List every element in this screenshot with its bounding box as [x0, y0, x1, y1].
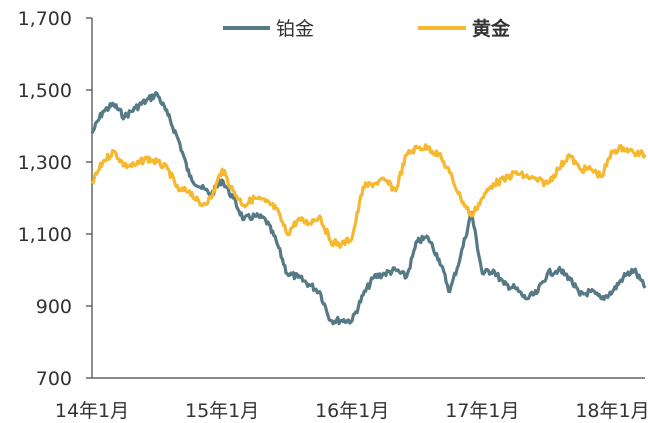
legend: 铂金 黄金: [223, 17, 511, 40]
x-tick-label: 16年1月: [315, 400, 389, 422]
gold-line: [91, 143, 647, 249]
y-tick-label: 1,500: [18, 80, 72, 102]
legend-label-platinum: 铂金: [276, 18, 314, 40]
y-tick-label: 900: [36, 296, 72, 318]
platinum-line: [90, 91, 647, 326]
x-tick-label: 18年1月: [575, 400, 648, 422]
y-tick-label: 1,300: [18, 152, 72, 174]
series-layer: [90, 91, 647, 326]
x-axis: 14年1月 15年1月 16年1月 17年1月 18年1月: [55, 377, 648, 422]
y-tick-label: 1,100: [18, 224, 72, 246]
x-tick-label: 14年1月: [55, 400, 129, 422]
y-axis: 1,700 1,500 1,300 1,100 900 700: [18, 8, 93, 390]
x-tick-label: 17年1月: [445, 400, 519, 422]
y-tick-label: 700: [36, 368, 72, 390]
x-tick-label: 15年1月: [185, 400, 259, 422]
y-tick-label: 1,700: [18, 8, 72, 30]
legend-label-gold: 黄金: [472, 17, 511, 40]
